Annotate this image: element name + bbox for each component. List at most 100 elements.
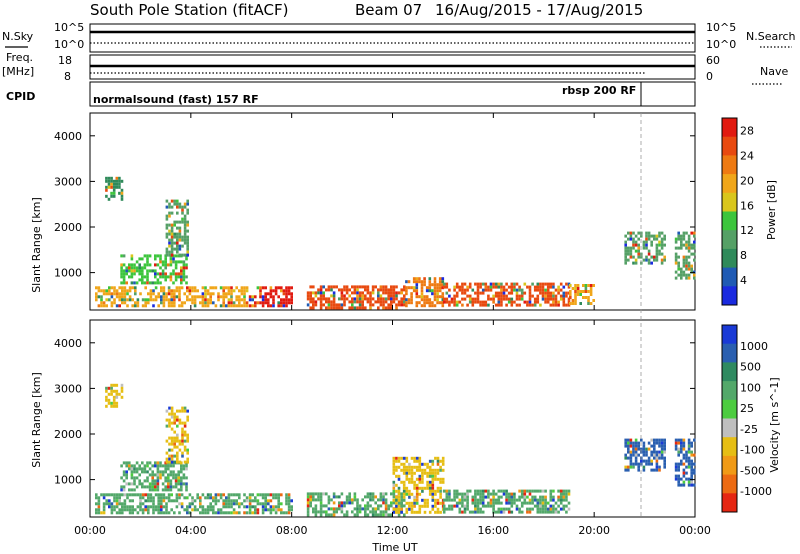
data-cell (650, 450, 653, 454)
data-cell (634, 456, 638, 460)
data-cell (335, 495, 338, 499)
data-cell (544, 288, 547, 292)
data-cell (173, 241, 176, 245)
data-cell (185, 464, 188, 468)
colorbar-swatch (722, 248, 737, 269)
data-cell (306, 504, 310, 508)
data-cell (544, 495, 547, 499)
data-cell (384, 306, 388, 310)
data-cell (178, 232, 182, 236)
data-cell (214, 499, 218, 503)
data-cell (650, 444, 653, 448)
data-cell (280, 511, 283, 515)
data-cell (130, 482, 134, 486)
data-cell (314, 510, 318, 514)
data-cell (518, 495, 521, 499)
data-cell (418, 277, 421, 281)
data-cell (138, 266, 141, 270)
data-cell (685, 477, 688, 481)
data-cell (663, 234, 666, 238)
data-cell (565, 498, 568, 502)
data-cell (431, 301, 434, 305)
data-cell (272, 295, 275, 299)
data-cell (434, 471, 437, 475)
data-cell (128, 298, 132, 302)
data-cell (476, 288, 480, 292)
data-cell (549, 303, 553, 307)
data-cell (174, 266, 178, 270)
data-cell (183, 508, 186, 512)
data-cell (95, 508, 98, 512)
data-cell (466, 492, 469, 496)
data-cell (533, 504, 537, 508)
data-cell (476, 291, 480, 295)
data-cell (640, 459, 643, 463)
data-cell (170, 454, 174, 458)
data-cell (319, 504, 323, 508)
data-cell (146, 479, 149, 483)
data-cell (345, 513, 349, 517)
data-cell (330, 513, 333, 517)
data-cell (110, 191, 113, 195)
data-cell (647, 459, 651, 463)
data-cell (369, 297, 372, 301)
data-cell (421, 504, 424, 508)
nave-tick-low: 0 (706, 70, 713, 83)
data-cell (121, 292, 124, 296)
data-cell (453, 498, 456, 502)
data-cell (565, 510, 568, 514)
data-cell (120, 476, 123, 480)
data-cell (108, 286, 111, 290)
data-cell (183, 430, 187, 434)
data-cell (369, 306, 372, 310)
data-cell (254, 511, 257, 515)
data-cell (238, 304, 241, 308)
data-cell (539, 495, 542, 499)
data-cell (552, 282, 555, 286)
data-cell (259, 289, 262, 293)
data-cell (562, 492, 566, 496)
data-cell (110, 301, 114, 305)
data-cell (461, 498, 464, 502)
data-cell (335, 285, 338, 289)
data-cell (426, 501, 429, 505)
data-cell (397, 501, 401, 505)
data-cell (687, 456, 691, 460)
data-cell (186, 220, 189, 224)
data-cell (415, 459, 419, 463)
data-cell (152, 499, 155, 503)
data-cell (629, 450, 633, 454)
data-cell (546, 294, 550, 298)
data-cell (319, 297, 323, 301)
data-cell (479, 498, 482, 502)
data-cell (182, 482, 186, 486)
data-cell (199, 496, 202, 500)
data-cell (180, 470, 183, 474)
data-cell (377, 507, 380, 511)
data-cell (235, 502, 238, 506)
data-cell (541, 291, 545, 295)
data-cell (327, 507, 331, 511)
data-cell (507, 495, 511, 499)
data-cell (364, 297, 367, 301)
data-cell (559, 297, 563, 301)
data-cell (502, 288, 506, 292)
data-cell (436, 301, 439, 305)
data-cell (677, 264, 680, 268)
data-cell (180, 493, 184, 497)
data-cell (397, 489, 401, 493)
data-cell (415, 495, 419, 499)
data-cell (528, 510, 532, 514)
data-cell (552, 294, 555, 298)
data-cell (500, 297, 503, 301)
data-cell (125, 281, 128, 285)
data-cell (144, 493, 147, 497)
data-cell (632, 453, 635, 457)
data-cell (141, 496, 145, 500)
data-cell (549, 489, 553, 493)
data-cell (510, 288, 514, 292)
data-cell (431, 495, 435, 499)
data-cell (559, 498, 563, 502)
data-cell (160, 496, 163, 500)
data-cell (138, 272, 141, 276)
